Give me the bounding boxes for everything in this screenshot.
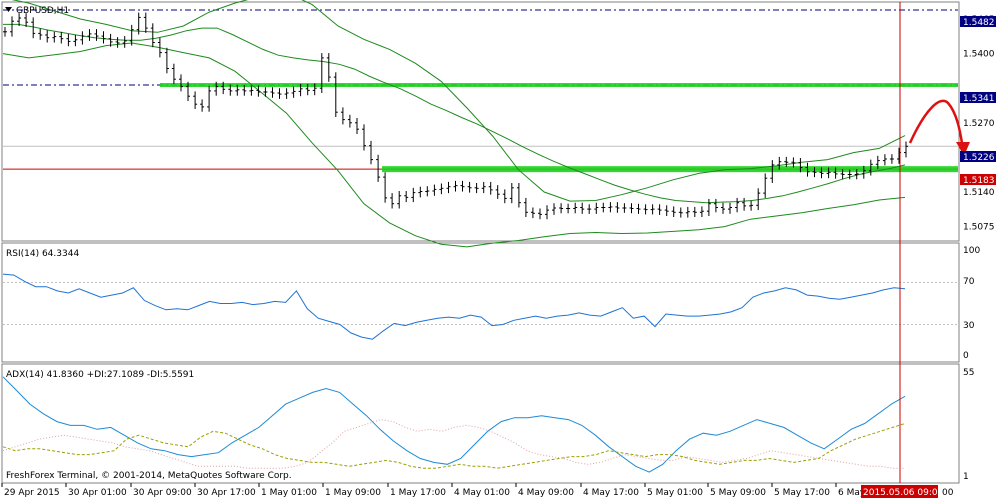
time-tick-label: 4 May 01:00 <box>454 488 510 498</box>
price-tag-current-label: 1.5226 <box>963 153 995 163</box>
lower-band-line <box>2 42 906 248</box>
price-tick-label: 1.5075 <box>963 223 995 233</box>
forecast-arrow <box>908 99 970 156</box>
forecast-arrow-head <box>956 142 970 156</box>
time-tick-label: 4 May 17:00 <box>583 488 639 498</box>
time-tick-label: 30 Apr 17:00 <box>197 488 256 498</box>
price-tick-label: 1.5400 <box>963 50 995 60</box>
time-tick-label: 1 May 17:00 <box>390 488 446 498</box>
price-tag-current: 1.5226 <box>960 151 996 163</box>
rsi-panel-title: RSI(14) 64.3344 <box>6 249 79 259</box>
time-tick-label: 4 May 09:00 <box>518 488 574 498</box>
price-panel[interactable] <box>1 1 960 242</box>
time-tick-label: 1 May 01:00 <box>261 488 317 498</box>
price-tag-top-label: 1.5482 <box>963 18 995 28</box>
price-tag-resistance: 1.5341 <box>960 92 996 104</box>
copyright-text: FreshForex Terminal, © 2001-2014, MetaQu… <box>6 471 292 481</box>
forecast-arrow-path <box>908 99 965 151</box>
di-minus-line <box>2 419 905 469</box>
adx-panel[interactable] <box>1 363 960 484</box>
price-bars <box>3 12 908 220</box>
price-tag-support: 1.5183 <box>960 174 996 186</box>
support-resistance-zones <box>160 83 958 173</box>
support-zone <box>382 166 958 173</box>
rsi-tick-70: 70 <box>963 277 975 287</box>
time-tick-label: 6 May <box>838 488 866 498</box>
current-time-label: 2015.05.06 09:00 <box>863 488 944 498</box>
time-tick-label: 5 May 09:00 <box>710 488 766 498</box>
chart-menu-icon[interactable] <box>5 7 12 12</box>
price-series <box>2 0 906 248</box>
time-axis: 29 Apr 2015 30 Apr 01:00 30 Apr 09:00 30 Ap… <box>1 483 866 498</box>
di-plus-line <box>2 423 906 469</box>
time-tick-label: 29 Apr 2015 <box>4 488 60 498</box>
rsi-line <box>2 273 906 340</box>
current-time-trailing: 00 <box>942 488 954 498</box>
price-tag-top: 1.5482 <box>960 16 996 28</box>
time-tick-label: 30 Apr 09:00 <box>133 488 192 498</box>
moving-average-line <box>3 23 906 204</box>
adx-tick-55: 55 <box>963 368 974 378</box>
rsi-tick-0: 0 <box>963 351 969 361</box>
adx-line <box>2 376 906 473</box>
adx-panel-title: ADX(14) 41.8360 +DI:27.1089 -DI:5.5591 <box>6 370 194 380</box>
resistance-zone <box>160 83 958 88</box>
price-tag-support-label: 1.5183 <box>963 176 995 186</box>
rsi-series <box>2 273 958 340</box>
price-tag-resistance-label: 1.5341 <box>963 94 995 104</box>
adx-series <box>2 376 906 473</box>
time-tick-label: 30 Apr 01:00 <box>68 488 127 498</box>
price-panel-title: GBPUSD,H1 <box>16 6 69 16</box>
rsi-axis: 100 70 30 0 <box>963 246 980 361</box>
time-tick-label: 5 May 01:00 <box>647 488 703 498</box>
time-tick-label: 5 May 17:00 <box>774 488 830 498</box>
rsi-tick-100: 100 <box>963 246 980 256</box>
price-tick-label: 1.5140 <box>963 188 995 198</box>
rsi-tick-30: 30 <box>963 321 975 331</box>
time-tick-label: 1 May 09:00 <box>325 488 381 498</box>
adx-tick-1: 1 <box>963 472 969 482</box>
upper-band-line <box>11 0 906 202</box>
rsi-panel[interactable] <box>1 242 960 363</box>
current-time-badge: 2015.05.06 09:00 00 <box>861 485 954 498</box>
adx-axis: 55 1 <box>963 368 974 482</box>
price-tick-label: 1.5270 <box>963 119 995 129</box>
